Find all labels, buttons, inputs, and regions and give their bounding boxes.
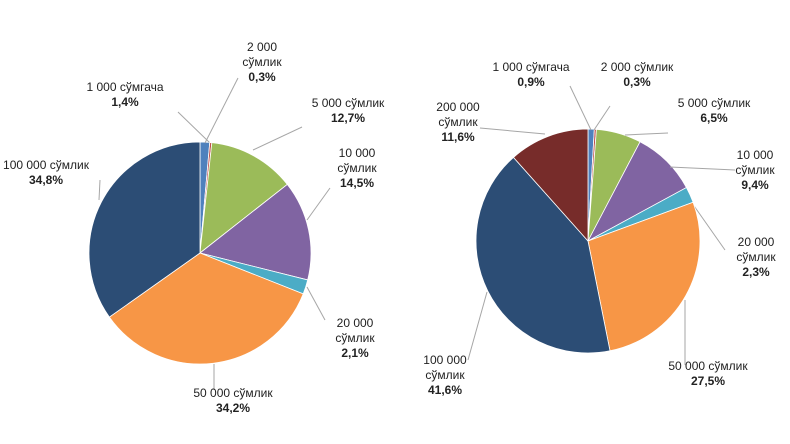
value-label: 11,6% bbox=[441, 130, 475, 144]
pie1-data-label-4: 20 000 сўмлик 2,1% bbox=[325, 316, 385, 361]
pie2-data-label-7: 200 000 сўмлик 11,6% bbox=[428, 100, 488, 145]
category-label: 10 000 сўмлик bbox=[337, 146, 377, 175]
category-label: 10 000 сўмлик bbox=[735, 148, 775, 177]
pie1-leader-line-3 bbox=[306, 187, 331, 221]
pie1-leader-line-4 bbox=[306, 286, 326, 321]
pie2-data-label-2: 5 000 сўмлик 6,5% bbox=[654, 96, 774, 126]
value-label: 2,3% bbox=[742, 265, 770, 279]
pie2-data-label-1: 2 000 сўмлик 0,3% bbox=[577, 60, 697, 90]
category-label: 200 000 сўмлик bbox=[436, 100, 480, 129]
category-label: 1 000 сўмгача bbox=[492, 60, 570, 74]
pie1-data-label-1: 2 000 сўмлик 0,3% bbox=[232, 40, 292, 85]
value-label: 34,2% bbox=[215, 401, 251, 415]
value-label: 1,4% bbox=[111, 95, 139, 109]
value-label: 2,1% bbox=[341, 346, 369, 360]
pie1-data-label-6: 100 000 сўмлик 34,8% bbox=[0, 158, 106, 188]
value-label: 41,6% bbox=[427, 383, 463, 397]
pie2-slice-7 bbox=[512, 128, 589, 243]
pie1-leader-line-6 bbox=[98, 179, 101, 201]
pie1-slice-6 bbox=[88, 141, 201, 318]
pie2-data-label-4: 20 000 сўмлик 2,3% bbox=[726, 235, 786, 280]
pie2-data-label-5: 50 000 сўмлик 27,5% bbox=[648, 359, 768, 389]
value-label: 6,5% bbox=[700, 111, 728, 125]
pie1-data-label-0: 1 000 сўмгача 1,4% bbox=[80, 80, 170, 110]
category-label: 5 000 сўмлик bbox=[677, 96, 751, 110]
pie2-leader-line-0 bbox=[569, 85, 592, 131]
value-label: 14,5% bbox=[339, 176, 375, 190]
pie1-slice-5 bbox=[108, 252, 304, 365]
pie2-leader-line-7 bbox=[479, 127, 546, 135]
pie1-leader-line-0 bbox=[177, 111, 211, 144]
pie1-data-label-3: 10 000 сўмлик 14,5% bbox=[327, 146, 387, 191]
category-label: 2 000 сўмлик bbox=[600, 60, 674, 74]
value-label: 0,3% bbox=[623, 75, 651, 89]
pie1-data-label-5: 50 000 сўмлик 34,2% bbox=[173, 386, 293, 416]
pie2-leader-line-3 bbox=[669, 166, 736, 171]
value-label: 34,8% bbox=[28, 173, 64, 187]
pie1-slice-3 bbox=[199, 183, 312, 281]
category-label: 100 000 сўмлик bbox=[3, 158, 89, 172]
category-label: 20 000 сўмлик bbox=[736, 235, 776, 264]
category-label: 2 000 сўмлик bbox=[242, 40, 282, 69]
pie2-leader-line-4 bbox=[691, 202, 726, 251]
pie1-slice-2 bbox=[199, 142, 288, 254]
category-label: 5 000 сўмлик bbox=[311, 96, 385, 110]
pie2-data-label-3: 10 000 сўмлик 9,4% bbox=[725, 148, 785, 193]
pie2-leader-line-2 bbox=[624, 132, 669, 136]
pie1-leader-line-1 bbox=[204, 77, 239, 144]
pie2-leader-line-6 bbox=[467, 291, 488, 361]
category-label: 50 000 сўмлик bbox=[668, 359, 748, 373]
value-label: 27,5% bbox=[690, 374, 726, 388]
value-label: 9,4% bbox=[741, 178, 769, 192]
pie2-slice-5 bbox=[587, 201, 701, 352]
pie2-data-label-6: 100 000 сўмлик 41,6% bbox=[415, 353, 475, 398]
pie1-leader-line-2 bbox=[252, 126, 303, 151]
value-label: 12,7% bbox=[330, 111, 366, 125]
value-label: 0,9% bbox=[517, 75, 545, 89]
category-label: 20 000 сўмлик bbox=[335, 316, 375, 345]
pie2-data-label-0: 1 000 сўмгача 0,9% bbox=[486, 60, 576, 90]
pie1-data-label-2: 5 000 сўмлик 12,7% bbox=[293, 96, 403, 126]
category-label: 50 000 сўмлик bbox=[193, 386, 273, 400]
pie2-slice-6 bbox=[475, 156, 611, 354]
pie2-leader-line-1 bbox=[593, 105, 611, 131]
value-label: 0,3% bbox=[248, 70, 276, 84]
category-label: 1 000 сўмгача bbox=[86, 80, 164, 94]
category-label: 100 000 сўмлик bbox=[423, 353, 467, 382]
